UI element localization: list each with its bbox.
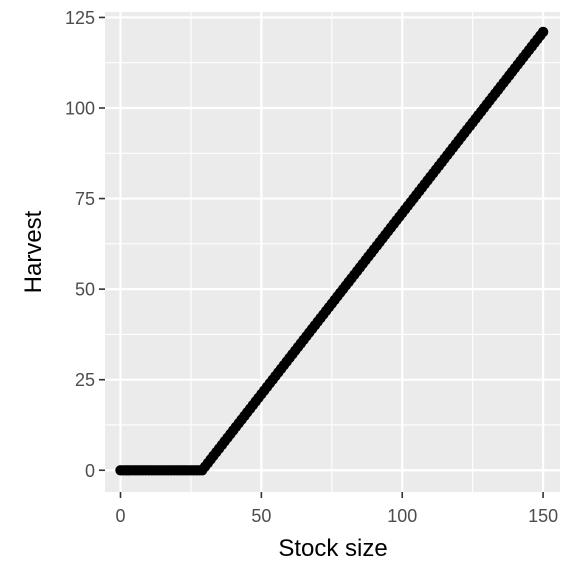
x-axis-title: Stock size <box>278 535 387 562</box>
minor-gridlines <box>105 12 560 492</box>
x-tick-label: 150 <box>528 506 558 526</box>
data-points <box>115 26 549 476</box>
x-axis: 0 50 100 150 <box>115 492 558 526</box>
x-tick-label: 0 <box>115 506 125 526</box>
plot-panel <box>105 12 560 492</box>
y-tick-label: 50 <box>75 280 95 300</box>
y-tick-label: 75 <box>75 189 95 209</box>
major-gridlines <box>105 12 560 492</box>
y-tick-label: 0 <box>85 461 95 481</box>
y-tick-label: 125 <box>65 8 95 28</box>
x-tick-label: 50 <box>251 506 271 526</box>
data-point <box>537 26 549 38</box>
y-axis-title: Harvest <box>20 210 47 293</box>
x-tick-label: 100 <box>387 506 417 526</box>
y-tick-label: 100 <box>65 99 95 119</box>
y-axis: 0 25 50 75 100 125 <box>65 8 105 481</box>
y-tick-label: 25 <box>75 370 95 390</box>
